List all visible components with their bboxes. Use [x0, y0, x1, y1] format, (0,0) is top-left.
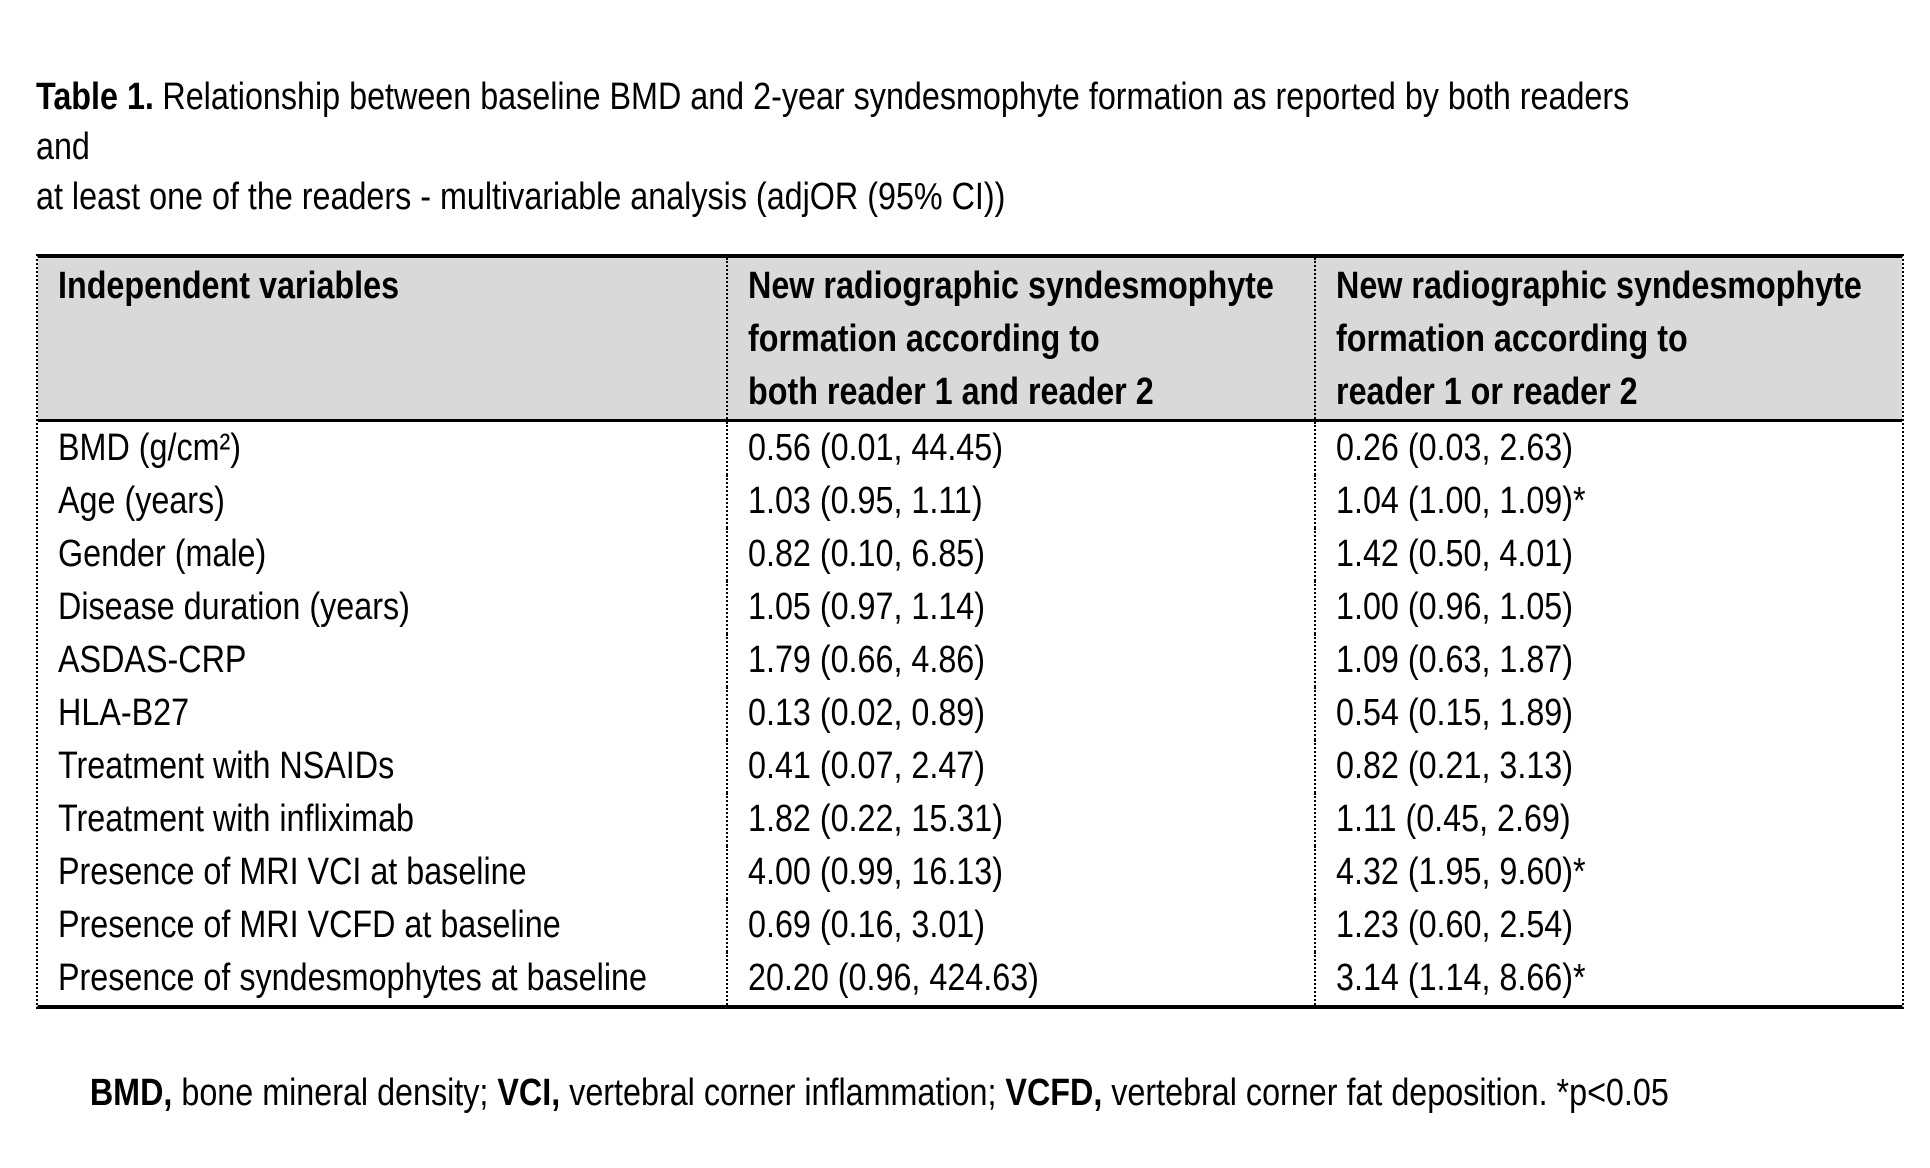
table-row: Gender (male) 0.82 (0.10, 6.85) 1.42 (0.… — [38, 528, 1902, 581]
cell-either-reader: 4.32 (1.95, 9.60)* — [1314, 846, 1902, 899]
table-row: Disease duration (years) 1.05 (0.97, 1.1… — [38, 581, 1902, 634]
table-row: Age (years) 1.03 (0.95, 1.11) 1.04 (1.00… — [38, 475, 1902, 528]
cell-either-reader: 0.54 (0.15, 1.89) — [1314, 687, 1902, 740]
table-footnote: BMD, bone mineral density; VCI, vertebra… — [36, 1018, 1930, 1168]
table-row: Treatment with infliximab 1.82 (0.22, 15… — [38, 793, 1902, 846]
table-caption: Table 1. Relationship between baseline BM… — [36, 22, 1930, 222]
cell-both-readers: 1.79 (0.66, 4.86) — [726, 634, 1314, 687]
header-cell-either-reader: New radiographic syndesmophyte formation… — [1314, 258, 1902, 419]
cell-both-readers: 4.00 (0.99, 16.13) — [726, 846, 1314, 899]
table-row: BMD (g/cm²) 0.56 (0.01, 44.45) 0.26 (0.0… — [38, 422, 1902, 475]
cell-either-reader: 1.11 (0.45, 2.69) — [1314, 793, 1902, 846]
cell-both-readers: 20.20 (0.96, 424.63) — [726, 952, 1314, 1005]
cell-variable: Treatment with NSAIDs — [58, 745, 395, 787]
cell-variable: Age (years) — [58, 480, 225, 522]
cell-both-readers: 0.41 (0.07, 2.47) — [726, 740, 1314, 793]
cell-variable: Presence of syndesmophytes at baseline — [58, 957, 647, 999]
cell-both-readers: 1.03 (0.95, 1.11) — [726, 475, 1314, 528]
table-row: Treatment with NSAIDs 0.41 (0.07, 2.47) … — [38, 740, 1902, 793]
footnote-abbr-bmd: BMD, — [89, 1072, 173, 1114]
cell-both-readers: 0.69 (0.16, 3.01) — [726, 899, 1314, 952]
cell-either-reader: 0.26 (0.03, 2.63) — [1314, 422, 1902, 475]
table-row: HLA-B27 0.13 (0.02, 0.89) 0.54 (0.15, 1.… — [38, 687, 1902, 740]
cell-both-readers: 1.05 (0.97, 1.14) — [726, 581, 1314, 634]
header-cell-independent-variables: Independent variables — [58, 265, 400, 307]
cell-either-reader: 3.14 (1.14, 8.66)* — [1314, 952, 1902, 1005]
cell-both-readers: 1.82 (0.22, 15.31) — [726, 793, 1314, 846]
cell-variable: HLA-B27 — [58, 692, 190, 734]
table-caption-text: Relationship between baseline BMD and 2-… — [36, 76, 1630, 218]
cell-variable: Presence of MRI VCFD at baseline — [58, 904, 561, 946]
cell-variable: ASDAS-CRP — [58, 639, 247, 681]
header-cell-both-readers: New radiographic syndesmophyte formation… — [726, 258, 1314, 419]
cell-both-readers: 0.56 (0.01, 44.45) — [726, 422, 1314, 475]
cell-variable: BMD (g/cm²) — [58, 427, 242, 469]
cell-both-readers: 0.82 (0.10, 6.85) — [726, 528, 1314, 581]
cell-both-readers: 0.13 (0.02, 0.89) — [726, 687, 1314, 740]
cell-either-reader: 1.42 (0.50, 4.01) — [1314, 528, 1902, 581]
cell-either-reader: 0.82 (0.21, 3.13) — [1314, 740, 1902, 793]
footnote-abbr-vcfd: VCFD, — [1005, 1072, 1103, 1114]
footnote-abbr-vci: VCI, — [497, 1072, 561, 1114]
table-row: ASDAS-CRP 1.79 (0.66, 4.86) 1.09 (0.63, … — [38, 634, 1902, 687]
header-row: Independent variables New radiographic s… — [38, 258, 1902, 422]
cell-either-reader: 1.04 (1.00, 1.09)* — [1314, 475, 1902, 528]
cell-variable: Disease duration (years) — [58, 586, 410, 628]
table-row: Presence of syndesmophytes at baseline 2… — [38, 952, 1902, 1005]
table-row: Presence of MRI VCI at baseline 4.00 (0.… — [38, 846, 1902, 899]
table-caption-label: Table 1. — [36, 76, 154, 118]
page: Table 1. Relationship between baseline BM… — [0, 22, 1930, 1114]
footnote-text-vci: vertebral corner inflammation; — [560, 1072, 1006, 1114]
footnote-text-vcfd: vertebral corner fat deposition. *p<0.05 — [1102, 1072, 1669, 1114]
cell-variable: Treatment with infliximab — [58, 798, 415, 840]
results-table: Independent variables New radiographic s… — [36, 254, 1904, 1009]
cell-either-reader: 1.23 (0.60, 2.54) — [1314, 899, 1902, 952]
table-row: Presence of MRI VCFD at baseline 0.69 (0… — [38, 899, 1902, 952]
cell-either-reader: 1.09 (0.63, 1.87) — [1314, 634, 1902, 687]
footnote-text-bmd: bone mineral density; — [172, 1072, 498, 1114]
cell-either-reader: 1.00 (0.96, 1.05) — [1314, 581, 1902, 634]
cell-variable: Presence of MRI VCI at baseline — [58, 851, 527, 893]
cell-variable: Gender (male) — [58, 533, 267, 575]
